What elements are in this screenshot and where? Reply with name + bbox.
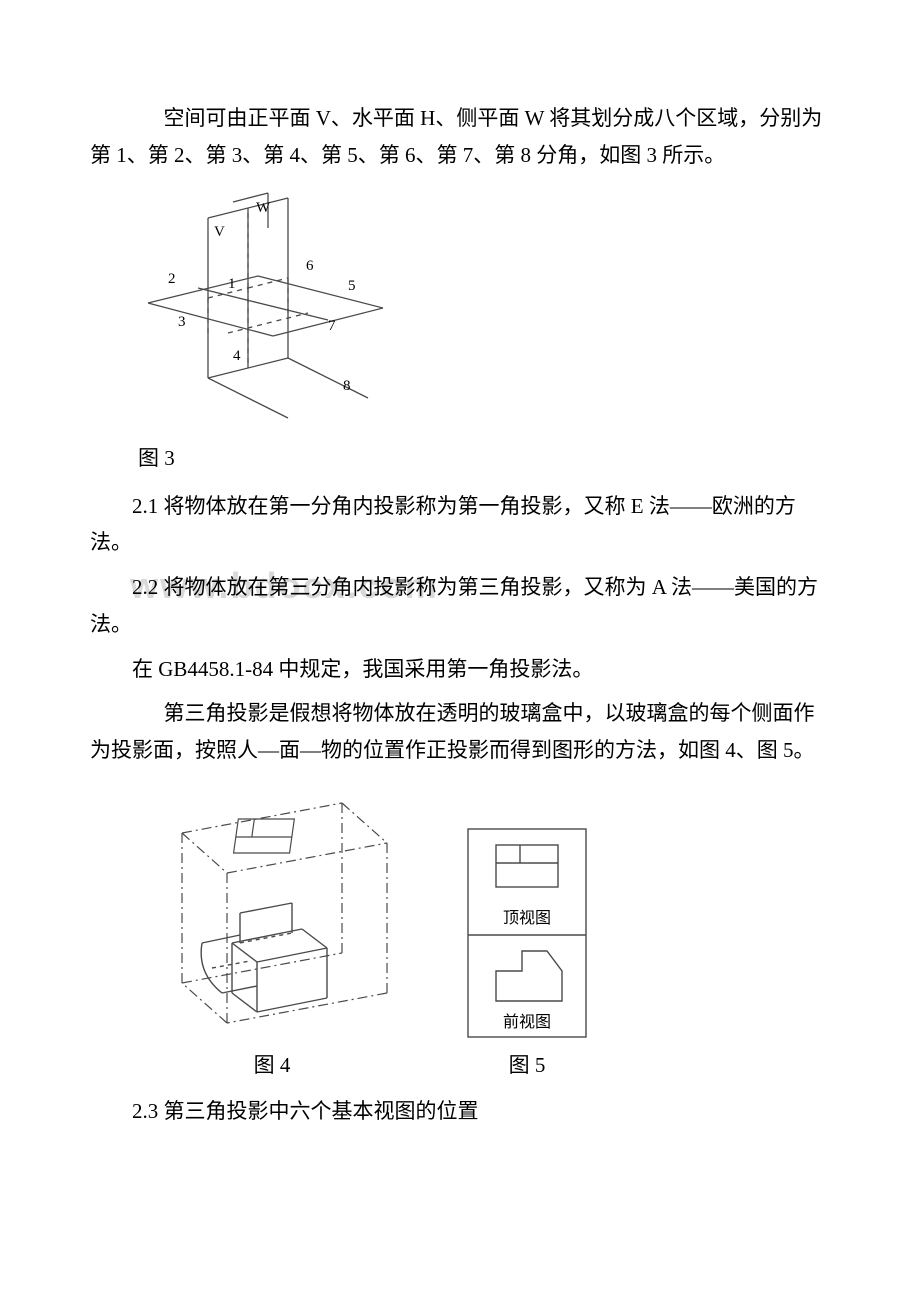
fig3-label-2: 2 bbox=[168, 271, 176, 287]
fig3-label-8: 8 bbox=[343, 378, 351, 394]
paragraph-5: 第三角投影是假想将物体放在透明的玻璃盒中，以玻璃盒的每个侧面作为投影面，按照人—… bbox=[90, 695, 830, 769]
fig5-label-top: 顶视图 bbox=[503, 909, 551, 927]
figure-3-svg: W V 1 2 3 4 5 6 7 8 bbox=[138, 188, 388, 428]
figure-3-caption: 图 3 bbox=[138, 442, 830, 472]
figure-5-caption: 图 5 bbox=[462, 1049, 592, 1079]
fig3-label-V: V bbox=[214, 224, 225, 240]
paragraph-6: 2.3 第三角投影中六个基本视图的位置 bbox=[90, 1093, 830, 1130]
fig3-label-1: 1 bbox=[228, 276, 236, 292]
figure-4-5-row: 顶视图 前视图 bbox=[142, 793, 830, 1043]
figure-4-svg bbox=[142, 793, 402, 1043]
fig3-label-6: 6 bbox=[306, 258, 314, 274]
fig3-label-W: W bbox=[256, 200, 271, 216]
paragraph-4: 在 GB4458.1-84 中规定，我国采用第一角投影法。 bbox=[90, 651, 830, 688]
figure-4-5-captions: 图 4 图 5 bbox=[142, 1049, 830, 1079]
figure-3: W V 1 2 3 4 5 6 7 8 bbox=[138, 188, 830, 428]
paragraph-1: 空间可由正平面 V、水平面 H、侧平面 W 将其划分成八个区域，分别为第 1、第… bbox=[90, 100, 830, 174]
fig3-label-4: 4 bbox=[233, 348, 241, 364]
paragraph-2: 2.1 将物体放在第一分角内投影称为第一角投影，又称 E 法——欧洲的方法。 bbox=[90, 488, 830, 562]
figure-5-svg: 顶视图 前视图 bbox=[462, 823, 592, 1043]
fig3-label-7: 7 bbox=[328, 318, 336, 334]
paragraph-3: 2.2 将物体放在第三分角内投影称为第三角投影，又称为 A 法——美国的方法。 bbox=[90, 569, 830, 643]
fig5-label-bottom: 前视图 bbox=[503, 1013, 551, 1031]
page-root: 空间可由正平面 V、水平面 H、侧平面 W 将其划分成八个区域，分别为第 1、第… bbox=[0, 0, 920, 1198]
figure-4-caption: 图 4 bbox=[142, 1049, 402, 1079]
fig3-label-5: 5 bbox=[348, 278, 356, 294]
fig3-label-3: 3 bbox=[178, 314, 186, 330]
